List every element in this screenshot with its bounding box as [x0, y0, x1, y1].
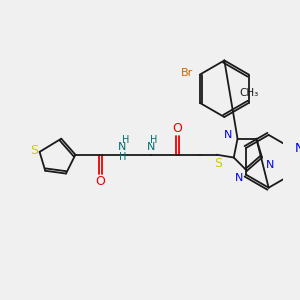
Text: O: O	[172, 122, 182, 135]
Text: N: N	[118, 142, 127, 152]
Text: H: H	[122, 135, 129, 145]
Text: N: N	[294, 142, 300, 154]
Text: Br: Br	[181, 68, 193, 78]
Text: N: N	[235, 173, 244, 183]
Text: N: N	[224, 130, 232, 140]
Text: H: H	[119, 152, 126, 162]
Text: N: N	[266, 160, 274, 170]
Text: S: S	[214, 157, 222, 170]
Text: N: N	[147, 142, 155, 152]
Text: CH₃: CH₃	[239, 88, 259, 98]
Text: S: S	[30, 143, 38, 157]
Text: H: H	[150, 135, 157, 145]
Text: O: O	[95, 175, 105, 188]
